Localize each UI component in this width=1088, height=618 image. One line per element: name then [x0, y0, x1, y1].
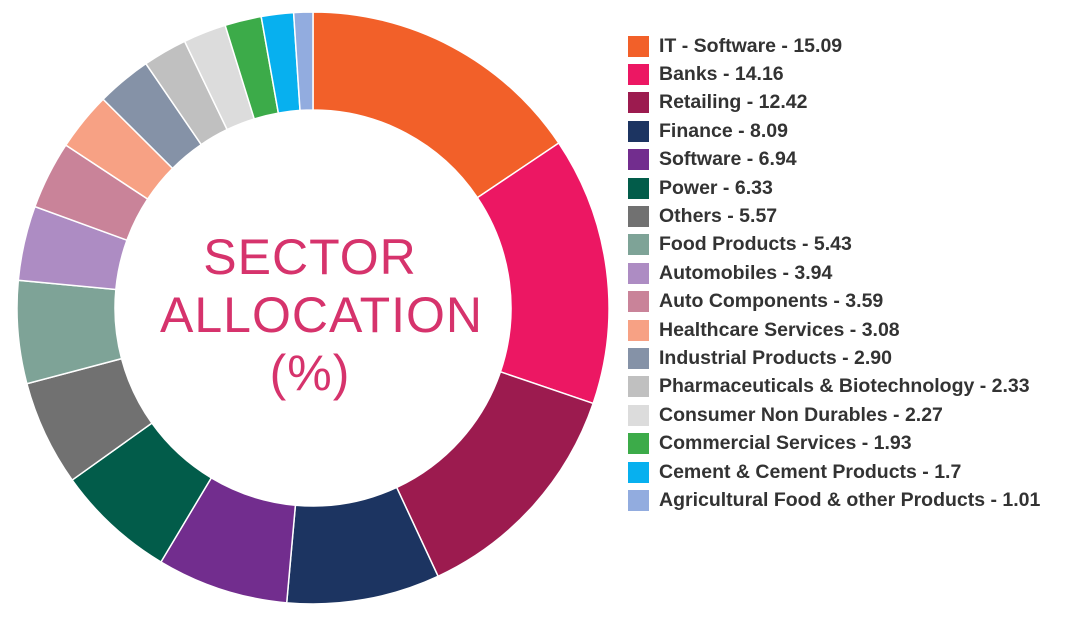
legend-item: Consumer Non Durables - 2.27 — [628, 401, 1083, 429]
legend-label: Banks - 14.16 — [659, 63, 784, 86]
legend-label: Finance - 8.09 — [659, 119, 788, 142]
donut-chart — [16, 11, 610, 605]
legend-item: Automobiles - 3.94 — [628, 259, 1083, 287]
legend-item: Banks - 14.16 — [628, 60, 1083, 88]
legend-swatch — [628, 489, 649, 511]
legend-item: Food Products - 5.43 — [628, 231, 1083, 259]
legend-item: Auto Components - 3.59 — [628, 288, 1083, 316]
legend-item: Agricultural Food & other Products - 1.0… — [628, 486, 1083, 514]
legend-label: Cement & Cement Products - 1.7 — [659, 460, 962, 483]
legend-label: Software - 6.94 — [659, 148, 797, 171]
legend-swatch — [628, 35, 649, 57]
legend-item: Software - 6.94 — [628, 146, 1083, 174]
legend-swatch — [628, 461, 649, 483]
legend-item: IT - Software - 15.09 — [628, 32, 1083, 60]
chart-title: SECTOR ALLOCATION (%) — [160, 228, 484, 402]
legend-item: Healthcare Services - 3.08 — [628, 316, 1083, 344]
legend-label: Pharmaceuticals & Biotechnology - 2.33 — [659, 375, 1030, 398]
legend-item: Industrial Products - 2.90 — [628, 344, 1083, 372]
legend-swatch — [628, 404, 649, 426]
legend-label: Automobiles - 3.94 — [659, 261, 833, 284]
legend-swatch — [628, 149, 649, 171]
legend-swatch — [628, 234, 649, 256]
donut-chart-area: SECTOR ALLOCATION (%) — [16, 11, 610, 605]
legend-swatch — [628, 177, 649, 199]
legend-swatch — [628, 347, 649, 369]
legend-swatch — [628, 120, 649, 142]
legend-label: Food Products - 5.43 — [659, 233, 852, 256]
legend-item: Others - 5.57 — [628, 202, 1083, 230]
legend-swatch — [628, 291, 649, 313]
legend-item: Cement & Cement Products - 1.7 — [628, 458, 1083, 486]
legend-item: Power - 6.33 — [628, 174, 1083, 202]
legend-swatch — [628, 433, 649, 455]
legend-swatch — [628, 376, 649, 398]
donut-slice-retailing — [395, 370, 595, 578]
legend-label: Retailing - 12.42 — [659, 91, 808, 114]
legend-label: Agricultural Food & other Products - 1.0… — [659, 488, 1041, 511]
legend-label: Consumer Non Durables - 2.27 — [659, 403, 943, 426]
donut-slice-agricultural-food-other-products — [292, 11, 314, 112]
legend-item: Finance - 8.09 — [628, 117, 1083, 145]
legend-label: IT - Software - 15.09 — [659, 34, 843, 57]
legend-item: Retailing - 12.42 — [628, 89, 1083, 117]
legend-swatch — [628, 92, 649, 114]
legend-label: Others - 5.57 — [659, 205, 778, 228]
chart-title-line: ALLOCATION — [160, 287, 484, 343]
legend-label: Healthcare Services - 3.08 — [659, 318, 900, 341]
legend-item: Commercial Services - 1.93 — [628, 429, 1083, 457]
chart-legend: IT - Software - 15.09 Banks - 14.16 Retail… — [628, 32, 1083, 515]
chart-title-line: SECTOR — [203, 229, 417, 285]
legend-label: Power - 6.33 — [659, 176, 773, 199]
legend-swatch — [628, 206, 649, 228]
legend-swatch — [628, 64, 649, 86]
legend-label: Industrial Products - 2.90 — [659, 346, 892, 369]
legend-item: Pharmaceuticals & Biotechnology - 2.33 — [628, 373, 1083, 401]
legend-label: Auto Components - 3.59 — [659, 290, 884, 313]
legend-swatch — [628, 319, 649, 341]
legend-swatch — [628, 262, 649, 284]
chart-title-line: (%) — [269, 345, 351, 401]
legend-label: Commercial Services - 1.93 — [659, 432, 912, 455]
